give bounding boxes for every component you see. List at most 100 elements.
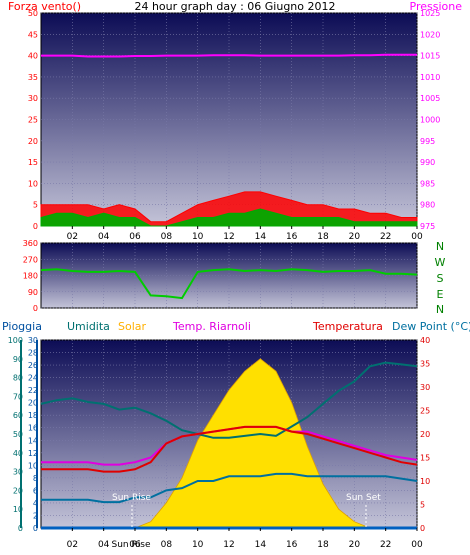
y-tick-label: 2 xyxy=(33,511,38,520)
y-tick-label: 8 xyxy=(33,474,38,483)
y-tick-label: 35 xyxy=(28,73,38,82)
x-tick-label: 12 xyxy=(223,232,234,242)
y-tick-label: 5 xyxy=(33,201,38,210)
y-tick-label: 10 xyxy=(420,477,430,486)
y-tick-label: 16 xyxy=(28,424,38,433)
y-tick-label: 1025 xyxy=(420,9,440,18)
y-tick-label: 80 xyxy=(13,374,23,383)
y-tick-label: 40 xyxy=(420,336,430,345)
y-tick-label: 35 xyxy=(420,360,430,369)
direction-label-n-top: N xyxy=(436,240,444,253)
y-tick-label: 22 xyxy=(28,386,38,395)
chart-title: 24 hour graph day : 06 Giugno 2012 xyxy=(134,0,335,13)
y-tick-label: 1005 xyxy=(420,94,440,103)
y-tick-label: 90 xyxy=(13,355,23,364)
y-tick-label: 20 xyxy=(420,430,430,439)
y-tick-label: 980 xyxy=(420,201,435,210)
y-tick-label: 20 xyxy=(28,399,38,408)
y-tick-label: 995 xyxy=(420,137,435,146)
y-tick-label: 30 xyxy=(13,468,23,477)
y-tick-label: 40 xyxy=(28,52,38,61)
direction-label-s: S xyxy=(437,272,444,285)
pressure-axis-title: Pressione xyxy=(410,0,463,13)
x-tick-label: 22 xyxy=(380,232,391,242)
y-tick-label: 28 xyxy=(28,349,38,358)
sun-rise-annotation: Sun Rise xyxy=(112,493,151,503)
x-tick-label: 00 xyxy=(411,232,423,242)
direction-label-w: W xyxy=(435,256,446,269)
x-tick-label: 06 xyxy=(129,232,141,242)
y-tick-label: 0 xyxy=(18,524,23,533)
y-tick-label: 5 xyxy=(420,501,425,510)
y-tick-label: 360 xyxy=(23,239,38,248)
y-tick-label: 15 xyxy=(28,158,38,167)
y-tick-label: 0 xyxy=(33,304,38,313)
x-tick-label: 10 xyxy=(192,232,204,242)
y-tick-label: 0 xyxy=(33,524,38,533)
x-tick-label: 04 xyxy=(98,540,110,550)
y-tick-label: 30 xyxy=(420,383,430,392)
axes: 02 04 06 08 10 12 14 16 18 20 22 000510152025303540… xyxy=(8,9,441,550)
y-tick-label: 10 xyxy=(13,505,23,514)
x-tick-label: 06 xyxy=(129,540,141,550)
data-series xyxy=(40,53,418,530)
y-tick-label: 180 xyxy=(23,272,38,281)
solar-legend: Solar xyxy=(118,320,147,333)
x-tick-label: 18 xyxy=(317,540,329,550)
y-tick-label: 1020 xyxy=(420,30,440,39)
pressure-series xyxy=(41,53,417,58)
humidity-legend: Umidita xyxy=(67,320,110,333)
y-tick-label: 14 xyxy=(28,436,38,445)
y-tick-label: 15 xyxy=(420,454,430,463)
x-tick-label: 20 xyxy=(349,232,361,242)
direction-label-n-bottom: N xyxy=(436,303,444,316)
x-tick-label: 18 xyxy=(317,232,329,242)
temperature-legend: Temperatura xyxy=(312,320,383,333)
y-tick-label: 25 xyxy=(420,407,430,416)
y-tick-label: 975 xyxy=(420,222,435,231)
y-tick-label: 24 xyxy=(28,374,38,383)
y-tick-label: 50 xyxy=(28,9,38,18)
gust-series xyxy=(40,208,418,227)
heat-index-legend: Temp. Riarnoli xyxy=(172,320,251,333)
y-tick-label: 270 xyxy=(23,255,38,264)
y-tick-label: 70 xyxy=(13,392,23,401)
y-tick-label: 45 xyxy=(28,30,38,39)
y-tick-label: 30 xyxy=(28,94,38,103)
y-tick-label: 20 xyxy=(28,137,38,146)
sun-set-annotation: Sun Set xyxy=(346,493,381,503)
humidity-series xyxy=(40,361,418,439)
y-tick-label: 1010 xyxy=(420,73,440,82)
x-tick-label: 22 xyxy=(380,540,391,550)
y-tick-label: 12 xyxy=(28,449,38,458)
y-tick-label: 25 xyxy=(28,116,38,125)
y-tick-label: 26 xyxy=(28,361,38,370)
rain-legend: Pioggia xyxy=(2,320,42,333)
x-tick-label: 16 xyxy=(286,540,298,550)
y-tick-label: 18 xyxy=(28,411,38,420)
wind-panel-plot-area xyxy=(40,12,418,227)
y-tick-label: 60 xyxy=(13,411,23,420)
x-tick-label: 14 xyxy=(255,540,267,550)
y-tick-label: 1000 xyxy=(420,116,440,125)
y-tick-label: 90 xyxy=(28,288,38,297)
temperature-series xyxy=(41,425,418,473)
y-tick-label: 4 xyxy=(33,499,38,508)
y-tick-label: 10 xyxy=(28,179,38,188)
x-tick-label: 14 xyxy=(255,232,267,242)
wind-axis-title: Forza vento() xyxy=(8,0,81,13)
dew-point-legend: Dew Point (°C) xyxy=(392,320,470,333)
x-tick-label: 04 xyxy=(98,232,110,242)
x-tick-label: 10 xyxy=(192,540,204,550)
y-tick-label: 10 xyxy=(28,461,38,470)
y-tick-label: 50 xyxy=(13,430,23,439)
y-tick-label: 30 xyxy=(28,336,38,345)
x-tick-label: 00 xyxy=(411,540,423,550)
y-tick-label: 100 xyxy=(8,336,23,345)
direction-label-e: E xyxy=(437,288,444,301)
y-tick-label: 0 xyxy=(33,222,38,231)
x-tick-label: 02 xyxy=(67,540,78,550)
y-tick-label: 6 xyxy=(33,486,38,495)
